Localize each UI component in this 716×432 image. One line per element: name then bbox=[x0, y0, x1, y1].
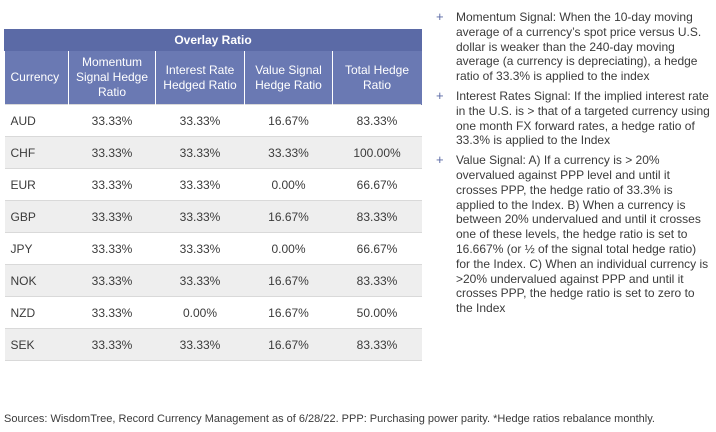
signal-notes-list: + Momentum Signal: When the 10-day movin… bbox=[436, 9, 712, 321]
cell-value-signal: 16.67% bbox=[244, 296, 333, 329]
note-text: Interest Rates Signal: If the implied in… bbox=[456, 88, 710, 148]
cell-total: 83.33% bbox=[332, 104, 422, 137]
plus-bullet-icon: + bbox=[436, 87, 444, 103]
note-value-signal: + Value Signal: A) If a currency is > 20… bbox=[436, 152, 712, 316]
cell-interest-rate: 33.33% bbox=[155, 104, 245, 137]
cell-momentum: 33.33% bbox=[68, 328, 156, 361]
cell-value-signal: 0.00% bbox=[244, 232, 333, 265]
note-interest-rates-signal: + Interest Rates Signal: If the implied … bbox=[436, 87, 712, 148]
cell-momentum: 33.33% bbox=[68, 264, 156, 297]
cell-currency: JPY bbox=[4, 232, 69, 265]
note-text: Value Signal: A) If a currency is > 20% … bbox=[456, 153, 709, 316]
cell-total: 83.33% bbox=[332, 264, 422, 297]
table-row: SEK 33.33% 33.33% 16.67% 83.33% bbox=[4, 328, 422, 361]
cell-total: 66.67% bbox=[332, 168, 422, 201]
column-header-currency: Currency bbox=[4, 50, 69, 105]
source-footnote: Sources: WisdomTree, Record Currency Man… bbox=[4, 413, 655, 425]
cell-interest-rate: 33.33% bbox=[155, 264, 245, 297]
cell-currency: EUR bbox=[4, 168, 69, 201]
table-row: JPY 33.33% 33.33% 0.00% 66.67% bbox=[4, 232, 422, 265]
cell-value-signal: 16.67% bbox=[244, 200, 333, 233]
cell-momentum: 33.33% bbox=[68, 200, 156, 233]
cell-momentum: 33.33% bbox=[68, 296, 156, 329]
column-header-momentum: Momentum Signal Hedge Ratio bbox=[68, 50, 156, 105]
cell-momentum: 33.33% bbox=[68, 232, 156, 265]
cell-momentum: 33.33% bbox=[68, 168, 156, 201]
column-header-value-signal: Value Signal Hedge Ratio bbox=[244, 50, 333, 105]
cell-currency: NZD bbox=[4, 296, 69, 329]
cell-interest-rate: 33.33% bbox=[155, 136, 245, 169]
plus-bullet-icon: + bbox=[436, 9, 444, 24]
cell-total: 50.00% bbox=[332, 296, 422, 329]
cell-momentum: 33.33% bbox=[68, 136, 156, 169]
cell-momentum: 33.33% bbox=[68, 104, 156, 137]
cell-value-signal: 0.00% bbox=[244, 168, 333, 201]
table-row: AUD 33.33% 33.33% 16.67% 83.33% bbox=[4, 104, 422, 137]
cell-interest-rate: 0.00% bbox=[155, 296, 245, 329]
cell-interest-rate: 33.33% bbox=[155, 168, 245, 201]
cell-interest-rate: 33.33% bbox=[155, 232, 245, 265]
cell-total: 66.67% bbox=[332, 232, 422, 265]
column-header-total: Total Hedge Ratio bbox=[332, 50, 423, 105]
table-row: NZD 33.33% 0.00% 16.67% 50.00% bbox=[4, 296, 422, 329]
cell-currency: AUD bbox=[4, 104, 69, 137]
cell-currency: CHF bbox=[4, 136, 69, 169]
cell-total: 83.33% bbox=[332, 328, 422, 361]
note-text: Momentum Signal: When the 10-day moving … bbox=[456, 10, 702, 84]
cell-total: 83.33% bbox=[332, 200, 422, 233]
table-row: NOK 33.33% 33.33% 16.67% 83.33% bbox=[4, 264, 422, 297]
overlay-ratio-table-container: Overlay Ratio Currency Momentum Signal H… bbox=[3, 29, 423, 361]
cell-total: 100.00% bbox=[332, 136, 422, 169]
table-title: Overlay Ratio bbox=[3, 29, 423, 51]
cell-value-signal: 16.67% bbox=[244, 264, 333, 297]
table-row: GBP 33.33% 33.33% 16.67% 83.33% bbox=[4, 200, 422, 233]
cell-currency: GBP bbox=[4, 200, 69, 233]
cell-currency: NOK bbox=[4, 264, 69, 297]
cell-currency: SEK bbox=[4, 328, 69, 361]
cell-interest-rate: 33.33% bbox=[155, 200, 245, 233]
cell-value-signal: 33.33% bbox=[244, 136, 333, 169]
table-row: CHF 33.33% 33.33% 33.33% 100.00% bbox=[4, 136, 422, 169]
table-row: EUR 33.33% 33.33% 0.00% 66.67% bbox=[4, 168, 422, 201]
table-header-row: Currency Momentum Signal Hedge Ratio Int… bbox=[4, 50, 423, 105]
column-header-interest-rate: Interest Rate Hedged Ratio bbox=[155, 50, 245, 105]
table-body: AUD 33.33% 33.33% 16.67% 83.33% CHF 33.33% 33.3… bbox=[4, 104, 422, 361]
cell-value-signal: 16.67% bbox=[244, 104, 333, 137]
plus-bullet-icon: + bbox=[436, 152, 444, 168]
cell-value-signal: 16.67% bbox=[244, 328, 333, 361]
cell-interest-rate: 33.33% bbox=[155, 328, 245, 361]
overlay-ratio-table: Overlay Ratio Currency Momentum Signal H… bbox=[3, 29, 423, 361]
note-momentum-signal: + Momentum Signal: When the 10-day movin… bbox=[436, 9, 712, 84]
